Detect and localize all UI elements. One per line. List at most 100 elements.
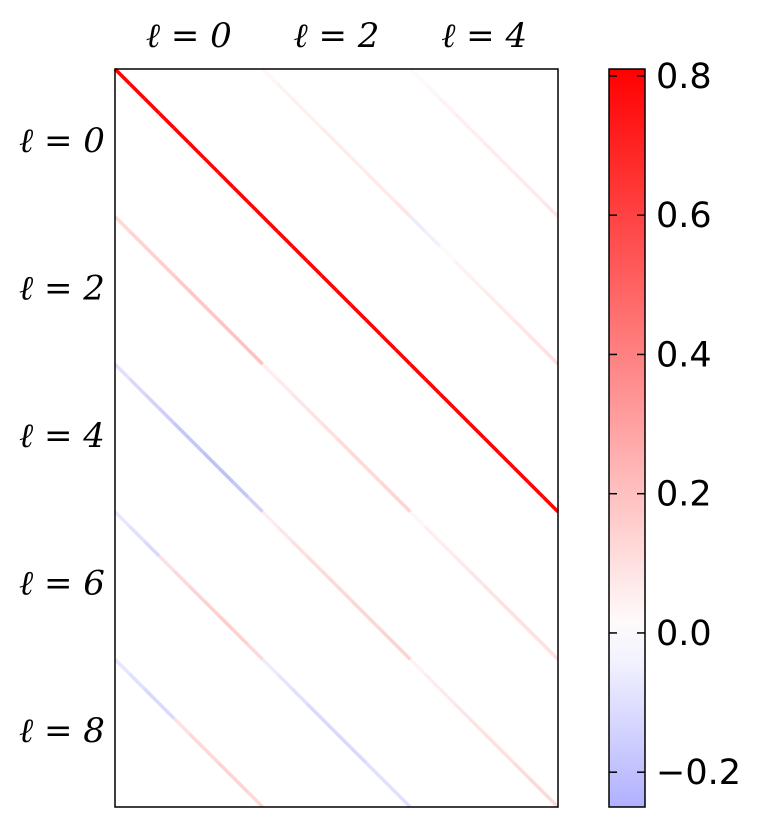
colorbar-tick-label: 0.6 bbox=[656, 196, 712, 236]
diagonal-cell bbox=[335, 731, 353, 750]
row-label: ℓ = 2 bbox=[19, 268, 105, 308]
diagonal-cell bbox=[497, 746, 515, 764]
column-label: ℓ = 2 bbox=[294, 16, 380, 56]
diagonal-cell bbox=[158, 259, 176, 277]
diagonal-cell bbox=[453, 407, 471, 425]
diagonal-cell bbox=[320, 274, 338, 292]
diagonal-cell bbox=[158, 702, 176, 720]
diagonal-cell bbox=[350, 746, 368, 764]
diagonal-cell bbox=[143, 540, 161, 558]
column-label: ℓ = 4 bbox=[441, 16, 527, 56]
diagonal-cell bbox=[497, 451, 515, 469]
diagonal-cell bbox=[113, 362, 132, 381]
diagonal-cell bbox=[261, 658, 279, 676]
diagonal-cell bbox=[423, 672, 442, 691]
diagonal-cell bbox=[143, 97, 161, 115]
diagonal-cell bbox=[453, 259, 471, 277]
diagonal-cell bbox=[290, 97, 309, 115]
diagonal-cell bbox=[364, 613, 383, 632]
colorbar-tick-label: 0.8 bbox=[656, 57, 712, 97]
row-label: ℓ = 4 bbox=[19, 416, 105, 456]
diagonal-cell bbox=[113, 510, 132, 528]
diagonal-cell bbox=[527, 776, 545, 794]
diagonal-cell bbox=[497, 303, 515, 322]
diagonal-cell bbox=[276, 230, 294, 248]
diagonal-cell bbox=[172, 422, 191, 440]
diagonal-cell bbox=[290, 687, 309, 705]
diagonal-cell bbox=[128, 82, 146, 100]
diagonal-cell bbox=[364, 466, 383, 484]
diagonal-cell bbox=[113, 67, 132, 85]
diagonal-cell bbox=[143, 244, 161, 263]
diagonal-cell bbox=[143, 392, 161, 410]
diagonal-cell bbox=[394, 348, 412, 366]
diagonal-cell bbox=[246, 495, 264, 514]
diagonal-cell bbox=[305, 112, 323, 130]
diagonal-cell bbox=[364, 171, 383, 189]
diagonal-cell bbox=[187, 584, 205, 602]
diagonal-cell bbox=[231, 481, 250, 499]
diagonal-cell bbox=[423, 525, 442, 543]
diagonal-cell bbox=[261, 510, 279, 528]
diagonal-cell bbox=[350, 599, 368, 617]
diagonal-cell bbox=[128, 230, 146, 248]
diagonal-cell bbox=[335, 289, 353, 307]
diagonal-cell bbox=[468, 569, 486, 587]
diagonal-cell bbox=[305, 259, 323, 277]
diagonal-cell bbox=[320, 717, 338, 735]
diagonal-cell bbox=[527, 628, 545, 646]
diagonal-cell bbox=[438, 97, 456, 115]
diagonal-cell bbox=[379, 481, 397, 499]
diagonal-cell bbox=[202, 303, 220, 322]
diagonal-cell bbox=[350, 451, 368, 469]
diagonal-cell bbox=[231, 185, 250, 204]
diagonal-cell bbox=[482, 289, 501, 307]
diagonal-cell bbox=[453, 554, 471, 573]
diagonal-cell bbox=[541, 643, 560, 661]
diagonal-cell bbox=[527, 481, 545, 499]
diagonal-cell bbox=[276, 82, 294, 100]
diagonal-cell bbox=[468, 126, 486, 145]
diagonal-cell bbox=[438, 244, 456, 263]
diagonal-cell bbox=[438, 392, 456, 410]
row-label: ℓ = 6 bbox=[19, 564, 105, 604]
diagonal-cell bbox=[468, 717, 486, 735]
diagonal-cell bbox=[409, 215, 427, 233]
diagonal-cell bbox=[379, 628, 397, 646]
diagonal-cell bbox=[187, 436, 205, 454]
diagonal-cell bbox=[497, 599, 515, 617]
diagonal-cell bbox=[172, 274, 191, 292]
diagonal-cell bbox=[217, 466, 235, 484]
diagonal-cell bbox=[497, 156, 515, 174]
diagonal-cell bbox=[394, 791, 412, 809]
diagonal-cell bbox=[438, 540, 456, 558]
diagonal-cell bbox=[246, 791, 264, 809]
diagonal-cell bbox=[113, 658, 132, 676]
diagonal-cell bbox=[246, 348, 264, 366]
diagonal-cell bbox=[320, 126, 338, 145]
diagonal-cell bbox=[335, 436, 353, 454]
diagonal-cell bbox=[231, 333, 250, 351]
colorbar-tick-label: 0.4 bbox=[656, 335, 712, 375]
diagonal-cell bbox=[394, 495, 412, 514]
diagonal-cell bbox=[409, 510, 427, 528]
diagonal-cell bbox=[158, 407, 176, 425]
diagonal-cell bbox=[172, 569, 191, 587]
diagonal-cell bbox=[261, 215, 279, 233]
diagonal-cell bbox=[261, 67, 279, 85]
diagonal-cell bbox=[113, 215, 132, 233]
diagonal-cell bbox=[364, 761, 383, 779]
diagonal-cell bbox=[482, 436, 501, 454]
diagonal-cell bbox=[290, 540, 309, 558]
diagonal-cell bbox=[482, 584, 501, 602]
diagonal-cell bbox=[423, 230, 442, 248]
colorbar-tick-label: 0.0 bbox=[656, 614, 712, 654]
diagonal-cell bbox=[246, 643, 264, 661]
diagonal-cell bbox=[231, 628, 250, 646]
diagonal-cell bbox=[187, 141, 205, 159]
diagonal-cell bbox=[512, 761, 530, 779]
diagonal-cell bbox=[290, 392, 309, 410]
diagonal-cell bbox=[482, 731, 501, 750]
plot-frame bbox=[114, 68, 559, 808]
